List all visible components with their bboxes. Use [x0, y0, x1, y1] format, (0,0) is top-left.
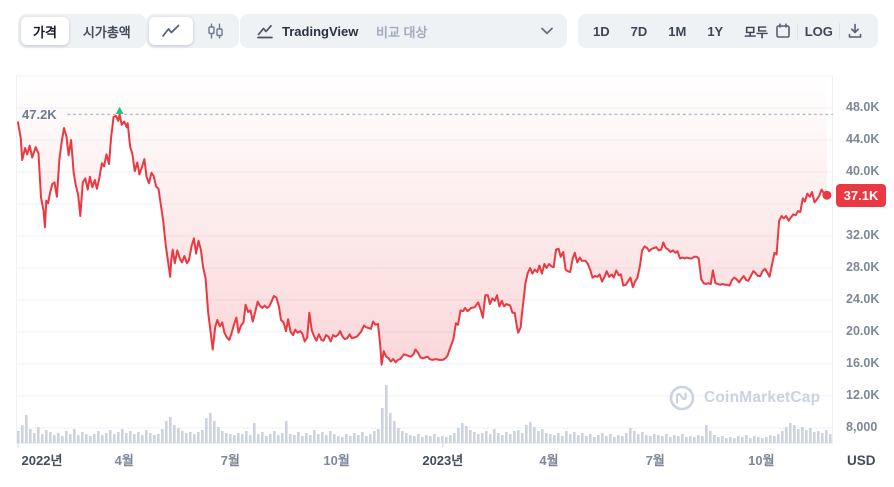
- y-axis-label: 12.0K: [846, 388, 880, 402]
- range-button-1y[interactable]: 1Y: [707, 23, 724, 39]
- range-button-1d[interactable]: 1D: [593, 23, 610, 39]
- calendar-button[interactable]: [775, 23, 791, 39]
- candlestick-icon: [208, 23, 223, 39]
- watermark: CoinMarketCap: [668, 384, 820, 412]
- y-axis-label: 32.0K: [846, 228, 880, 242]
- line-chart-type-button[interactable]: [149, 17, 193, 45]
- download-icon: [848, 23, 862, 38]
- time-range-group: 1D 7D 1M 1Y 모두 LOG: [578, 14, 878, 48]
- tradingview-button[interactable]: TradingView: [240, 14, 375, 48]
- volume-bars: [17, 385, 832, 443]
- y-axis-label: 28.0K: [846, 260, 880, 274]
- line-chart-icon: [162, 24, 180, 37]
- price-tab[interactable]: 가격: [21, 17, 69, 45]
- range-button-7d[interactable]: 7D: [630, 23, 648, 39]
- x-axis-label: 4월: [539, 453, 559, 468]
- range-button-모두[interactable]: 모두: [744, 22, 768, 41]
- x-axis-label: 7월: [645, 453, 665, 468]
- x-axis-label: 10월: [323, 453, 350, 468]
- compare-dropdown[interactable]: 비교 대상: [362, 14, 567, 48]
- tradingview-chart-icon: [257, 24, 273, 38]
- current-price-badge: 37.1K: [836, 184, 886, 207]
- range-button-1m[interactable]: 1M: [668, 23, 687, 39]
- x-axis-label: 2023년: [422, 453, 464, 468]
- y-axis-label: 44.0K: [846, 132, 880, 146]
- chart-toolbar: 가격 시가총액 Trading: [0, 14, 894, 48]
- y-axis-label: 40.0K: [846, 164, 880, 178]
- y-axis-label: 24.0K: [846, 292, 880, 306]
- separator: [839, 23, 841, 39]
- tradingview-label: TradingView: [282, 23, 359, 39]
- ath-price-label: 47.2K: [22, 107, 57, 122]
- separator: [797, 23, 799, 39]
- ath-marker-icon: [115, 106, 124, 114]
- coinmarketcap-logo-icon: [669, 385, 695, 411]
- x-axis-label: 2022년: [21, 453, 63, 468]
- metric-toggle-group: 가격 시가총액: [18, 14, 146, 48]
- y-axis-label: 48.0K: [846, 100, 880, 114]
- compare-label: 비교 대상: [376, 24, 428, 40]
- log-scale-button[interactable]: LOG: [804, 23, 833, 39]
- candlestick-chart-type-button[interactable]: [195, 17, 236, 45]
- chart-type-toggle-group: [146, 14, 239, 48]
- download-button[interactable]: [847, 23, 863, 39]
- price-line: [17, 113, 828, 366]
- watermark-text: CoinMarketCap: [704, 389, 821, 406]
- y-axis-label: 16.0K: [846, 356, 880, 370]
- market-cap-tab[interactable]: 시가총액: [71, 17, 143, 45]
- y-axis-label: 20.0K: [846, 324, 880, 338]
- x-axis-label: 4월: [114, 453, 134, 468]
- x-axis-label: 10월: [748, 453, 775, 468]
- current-price-dot: [822, 190, 832, 200]
- x-axis-label: 7월: [220, 453, 240, 468]
- currency-unit-label: USD: [847, 453, 876, 468]
- calendar-icon: [775, 23, 790, 38]
- price-area-fill: [18, 76, 827, 365]
- chevron-down-icon: [541, 27, 553, 35]
- y-axis-label: 8,000: [846, 420, 878, 434]
